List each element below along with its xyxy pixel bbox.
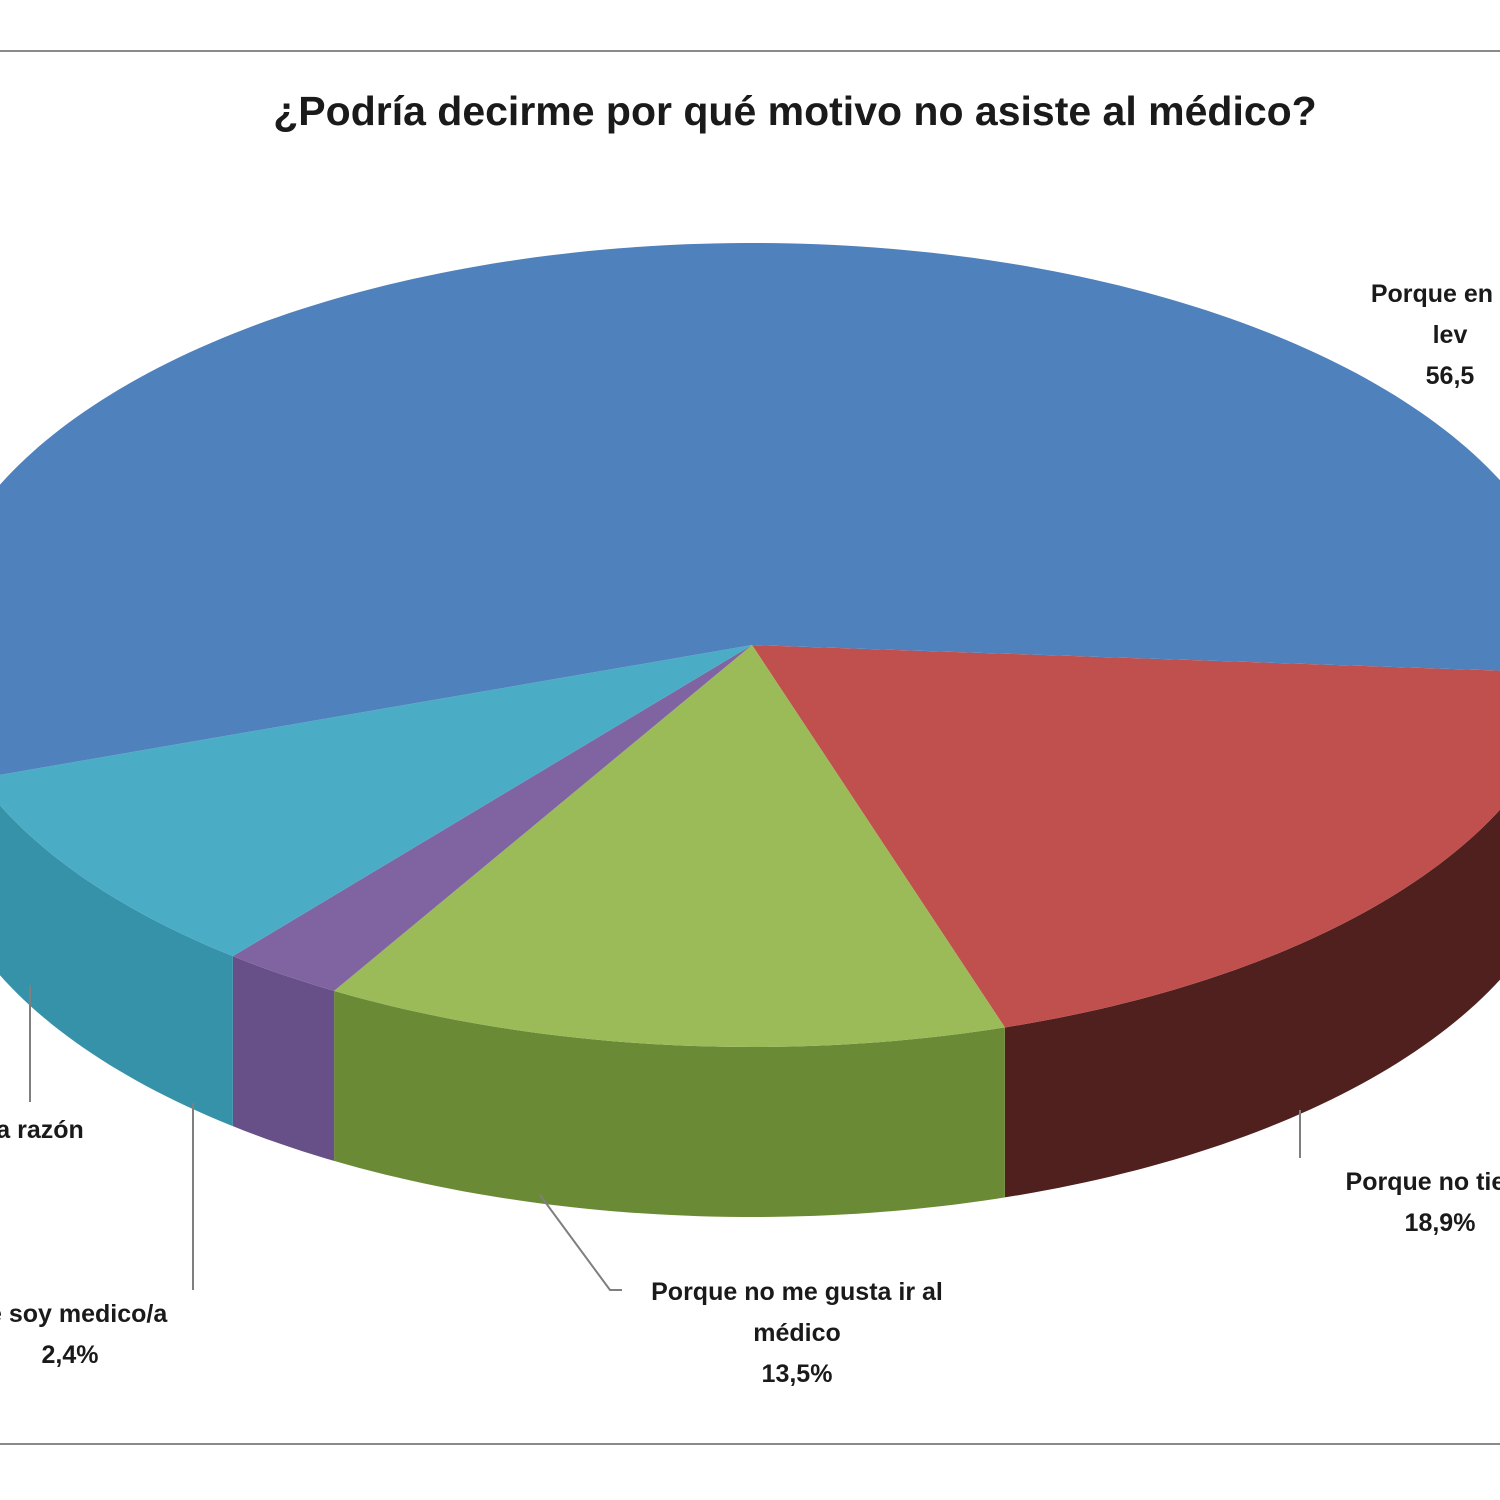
slice-label: Porque no me gusta ir al bbox=[651, 1278, 943, 1306]
slice-label: a razón bbox=[0, 1116, 84, 1144]
pie-tops bbox=[0, 243, 1500, 1047]
pie-slice[interactable] bbox=[752, 645, 1500, 1028]
slice-label: médico bbox=[753, 1319, 841, 1347]
slice-label: lev bbox=[1433, 321, 1468, 349]
pie-slice[interactable] bbox=[0, 645, 752, 957]
chart-title: ¿Podría decirme por qué motivo no asiste… bbox=[273, 88, 1317, 134]
slice-value-label: 13,5% bbox=[762, 1360, 833, 1388]
frame-bottom-border bbox=[0, 1443, 1500, 1445]
pie-slice[interactable] bbox=[232, 645, 752, 991]
frame-top-border bbox=[0, 50, 1500, 52]
slice-side bbox=[1004, 809, 1500, 1198]
slice-label: ue soy medico/a bbox=[0, 1300, 168, 1328]
slice-label: Porque en ge bbox=[1371, 280, 1500, 308]
pie-sides bbox=[0, 805, 1500, 1217]
pie-slice[interactable] bbox=[0, 243, 1500, 779]
slice-value-label: 2,4% bbox=[42, 1341, 99, 1369]
slice-labels: Porque no tiene 18,9% Porque no me gusta i… bbox=[0, 280, 1500, 1388]
slice-label: Porque no tiene bbox=[1346, 1168, 1500, 1196]
pie-slice[interactable] bbox=[334, 645, 1005, 1047]
slice-side bbox=[232, 956, 335, 1161]
leader-line bbox=[539, 1194, 622, 1291]
slice-side bbox=[0, 805, 233, 1127]
slice-value-label: 56,5 bbox=[1426, 362, 1475, 390]
slice-value-label: 18,9% bbox=[1405, 1209, 1476, 1237]
slice-side bbox=[334, 990, 1005, 1217]
